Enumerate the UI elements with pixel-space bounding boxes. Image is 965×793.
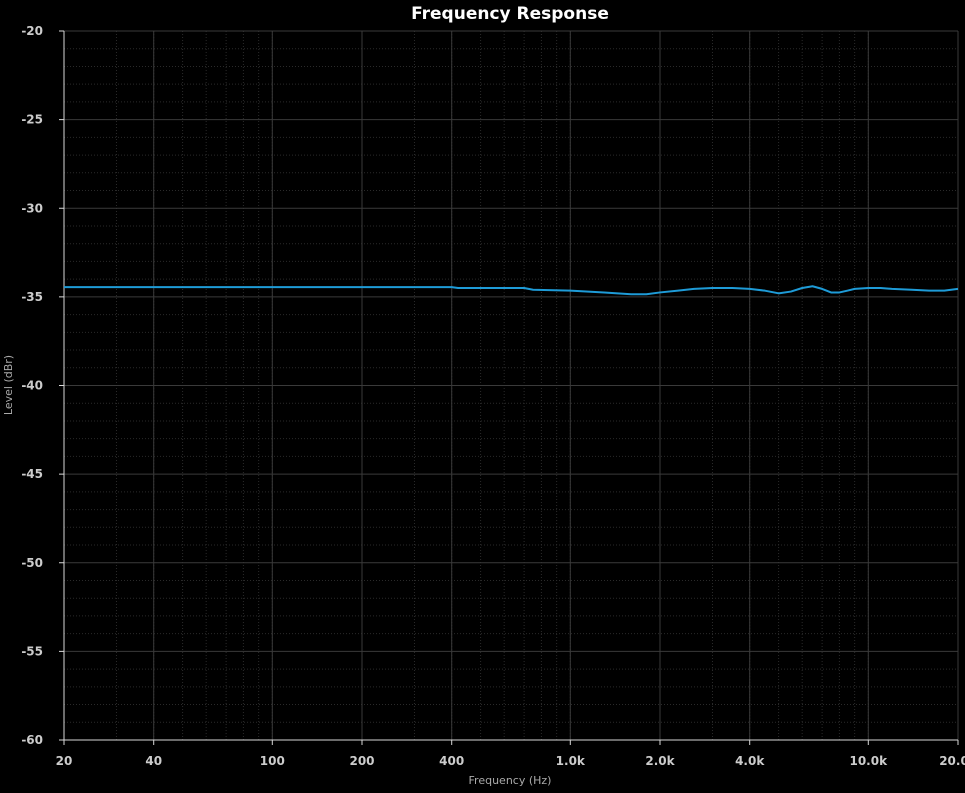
x-tick-label: 100 [260,754,285,768]
x-axis-label: Frequency (Hz) [469,774,552,787]
y-tick-label: -35 [21,290,43,304]
y-tick-label: -60 [21,733,43,747]
y-tick-label: -20 [21,24,43,38]
y-tick-label: -30 [21,201,43,215]
x-tick-label: 200 [349,754,374,768]
x-tick-label: 400 [439,754,464,768]
x-tick-label: 10.0k [849,754,888,768]
x-tick-label: 2.0k [645,754,675,768]
x-tick-labels: 20 40 100 200 400 1.0k 2.0k 4.0k 10.0k 20.0k [56,754,965,768]
y-tick-labels: -20 -25 -30 -35 -40 -45 -50 -55 -60 [21,24,43,747]
x-tick-label: 20 [56,754,73,768]
chart-title: Frequency Response [411,4,609,24]
x-tick-label: 20.0k [939,754,965,768]
frequency-response-line [64,285,959,296]
y-tick-label: -25 [21,113,43,127]
x-tick-label: 40 [145,754,162,768]
y-tick-label: -55 [21,644,43,658]
y-tick-label: -40 [21,379,43,393]
y-axis-label: Level (dBr) [2,355,15,415]
series-layer [64,285,959,296]
x-tick-label: 1.0k [556,754,586,768]
y-tick-label: -45 [21,467,43,481]
axes [59,30,959,745]
x-tick-label: 4.0k [735,754,765,768]
y-tick-label: -50 [21,556,43,570]
